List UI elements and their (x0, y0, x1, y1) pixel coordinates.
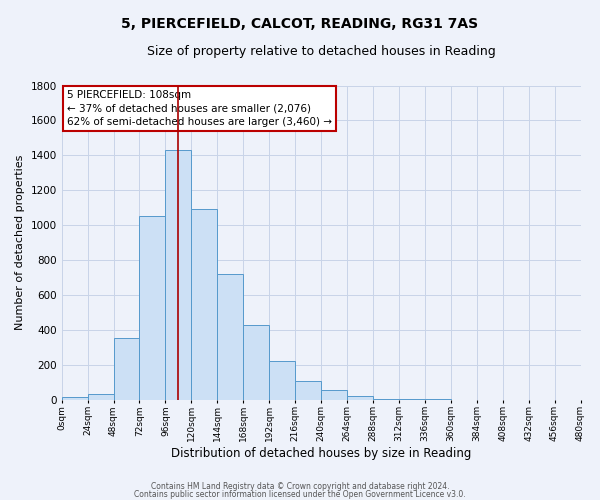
Bar (347, 396, 373, 400)
Text: 5, PIERCEFIELD, CALCOT, READING, RG31 7AS: 5, PIERCEFIELD, CALCOT, READING, RG31 7A… (121, 18, 479, 32)
Bar (88, 394, 113, 400)
Bar (373, 398, 399, 400)
Bar (113, 338, 139, 400)
Bar (269, 361, 295, 400)
Y-axis label: Number of detached properties: Number of detached properties (15, 155, 25, 330)
Bar (243, 324, 269, 400)
Title: Size of property relative to detached houses in Reading: Size of property relative to detached ho… (147, 45, 496, 58)
Bar (295, 381, 321, 400)
Bar (217, 274, 243, 400)
Bar (166, 150, 191, 400)
Text: Contains public sector information licensed under the Open Government Licence v3: Contains public sector information licen… (134, 490, 466, 499)
Bar (191, 210, 217, 400)
Bar (139, 216, 166, 400)
X-axis label: Distribution of detached houses by size in Reading: Distribution of detached houses by size … (171, 447, 471, 460)
Bar (62, 397, 88, 400)
Text: 5 PIERCEFIELD: 108sqm
← 37% of detached houses are smaller (2,076)
62% of semi-d: 5 PIERCEFIELD: 108sqm ← 37% of detached … (67, 90, 332, 126)
Text: Contains HM Land Registry data © Crown copyright and database right 2024.: Contains HM Land Registry data © Crown c… (151, 482, 449, 491)
Bar (321, 390, 347, 400)
